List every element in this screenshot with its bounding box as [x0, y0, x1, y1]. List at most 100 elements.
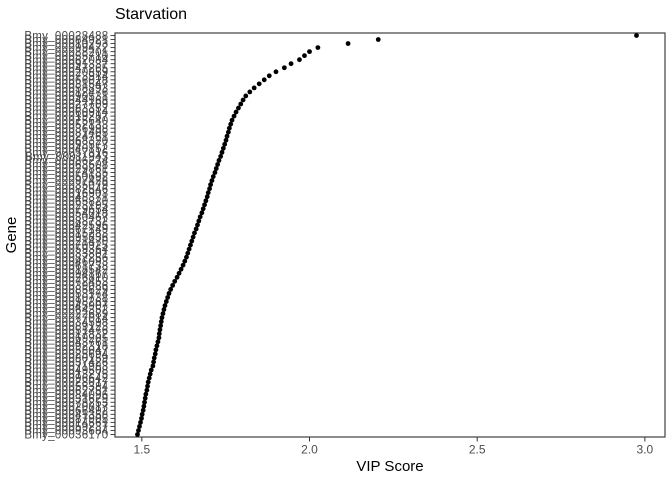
data-point: [226, 125, 232, 131]
gene-label: Bmy_00038201: [24, 47, 108, 59]
data-point: [174, 274, 180, 280]
data-point: [196, 218, 202, 224]
data-point: [142, 395, 148, 401]
gene-label: Bmy_00055710: [24, 51, 108, 63]
gene-label: Bmy_00042596: [24, 220, 108, 232]
gene-label: Bmy_00031629: [24, 393, 108, 405]
gene-label: Bmy_00068320: [24, 135, 108, 147]
gene-label: Bmy_00020859: [24, 67, 108, 79]
data-point: [231, 113, 237, 119]
data-point: [261, 77, 267, 83]
data-point: [199, 210, 205, 216]
gene-label: Bmy_00088732: [24, 216, 108, 228]
gene-label: Bmy_00098261: [24, 297, 108, 309]
x-axis-title: VIP Score: [356, 458, 423, 475]
data-point: [170, 282, 176, 288]
gene-label: Bmy_00097428: [24, 176, 108, 188]
data-point: [208, 182, 213, 188]
data-point: [197, 214, 203, 220]
gene-label: Bmy_00057816: [24, 148, 108, 160]
data-point: [251, 85, 257, 91]
data-point: [158, 319, 164, 325]
gene-label: Bmy_00064352: [24, 305, 108, 317]
gene-label: Bmy_00039086: [24, 281, 108, 293]
gene-label: Bmy_00029861: [24, 164, 108, 176]
gene-label: Bmy_00030467: [24, 212, 108, 224]
data-point: [147, 371, 153, 377]
gene-label: Bmy_00079654: [24, 204, 108, 216]
gene-label: Bmy_00047265: [24, 63, 108, 75]
data-point: [153, 347, 159, 353]
data-point: [224, 133, 230, 139]
gene-label: Bmy_00061738: [24, 260, 108, 272]
data-point: [156, 335, 162, 341]
data-point: [209, 178, 215, 183]
data-point: [157, 327, 163, 333]
data-point: [140, 407, 146, 413]
gene-label: Bmy_00059237: [24, 422, 108, 434]
gene-label: Bmy_00077014: [24, 313, 108, 325]
gene-label: Bmy_00070925: [24, 240, 108, 252]
gene-label: Bmy_00090531: [24, 91, 108, 103]
gene-label: Bmy_00025694: [24, 349, 108, 361]
gene-label: Bmy_00033801: [24, 248, 108, 260]
data-point: [210, 174, 216, 179]
data-point: [195, 222, 200, 228]
gene-label: Bmy_00093684: [24, 426, 108, 438]
gene-label: Bmy_00051476: [24, 325, 108, 337]
data-point: [139, 415, 144, 421]
data-point: [222, 141, 228, 147]
x-axis-tick-labels: 1.5 2.0 2.5 3.0: [133, 443, 653, 457]
gene-label: Bmy_00055384: [24, 381, 108, 393]
gene-label: Bmy_00063508: [24, 160, 108, 172]
gene-label: Bmy_00075640: [24, 115, 108, 127]
data-point: [150, 363, 156, 369]
gene-label: Bmy_00016903: [24, 188, 108, 200]
data-point: [159, 315, 165, 321]
gene-label: Bmy_00013275: [24, 369, 108, 381]
y-axis-tick-marks: [110, 35, 115, 435]
data-point: [297, 57, 302, 63]
data-point: [142, 399, 147, 405]
y-axis-title: Gene: [3, 217, 20, 254]
gene-label: Bmy_00036998: [24, 123, 108, 135]
gene-label: Bmy_00035079: [24, 180, 108, 192]
data-point: [215, 162, 221, 167]
gene-label: Bmy_00073914: [24, 71, 108, 83]
data-point: [168, 287, 174, 292]
data-point: [220, 145, 226, 151]
data-point: [166, 291, 172, 296]
data-point: [192, 230, 197, 236]
data-point: [375, 37, 381, 42]
data-point: [135, 432, 140, 437]
data-point: [212, 170, 218, 175]
gene-label: Bmy_00089123: [24, 321, 108, 333]
data-point: [162, 303, 168, 308]
gene-label: Bmy_00084921: [24, 35, 108, 47]
gene-label: Bmy_00050692: [24, 172, 108, 184]
gene-label: Bmy_00094167: [24, 268, 108, 280]
gene-label: Bmy_00062084: [24, 55, 108, 67]
panel-border: [114, 32, 666, 438]
gene-label: Bmy_00067149: [24, 224, 108, 236]
gene-label: Bmy_00071983: [24, 361, 108, 373]
data-point: [207, 186, 212, 192]
gene-label: Bmy_00087905: [24, 414, 108, 426]
gene-label: Bmy_00024761: [24, 131, 108, 143]
gene-label: Bmy_00080159: [24, 353, 108, 365]
data-point: [189, 238, 195, 244]
gene-label: Bmy_00065820: [24, 196, 108, 208]
gene-label: Bmy_00010738: [24, 293, 108, 305]
gene-label: Bmy_00043761: [24, 337, 108, 349]
gene-label: Bmy_00072453: [24, 276, 108, 288]
gene-label: Bmy_00058893: [24, 83, 108, 95]
data-point: [219, 149, 225, 155]
gene-label: Bmy_00031547: [24, 79, 108, 91]
data-point: [213, 166, 219, 171]
data-point: [238, 101, 244, 107]
data-points: [135, 33, 639, 437]
data-point: [302, 53, 307, 59]
gene-label: Bmy_00066492: [24, 405, 108, 417]
data-point: [151, 359, 156, 365]
